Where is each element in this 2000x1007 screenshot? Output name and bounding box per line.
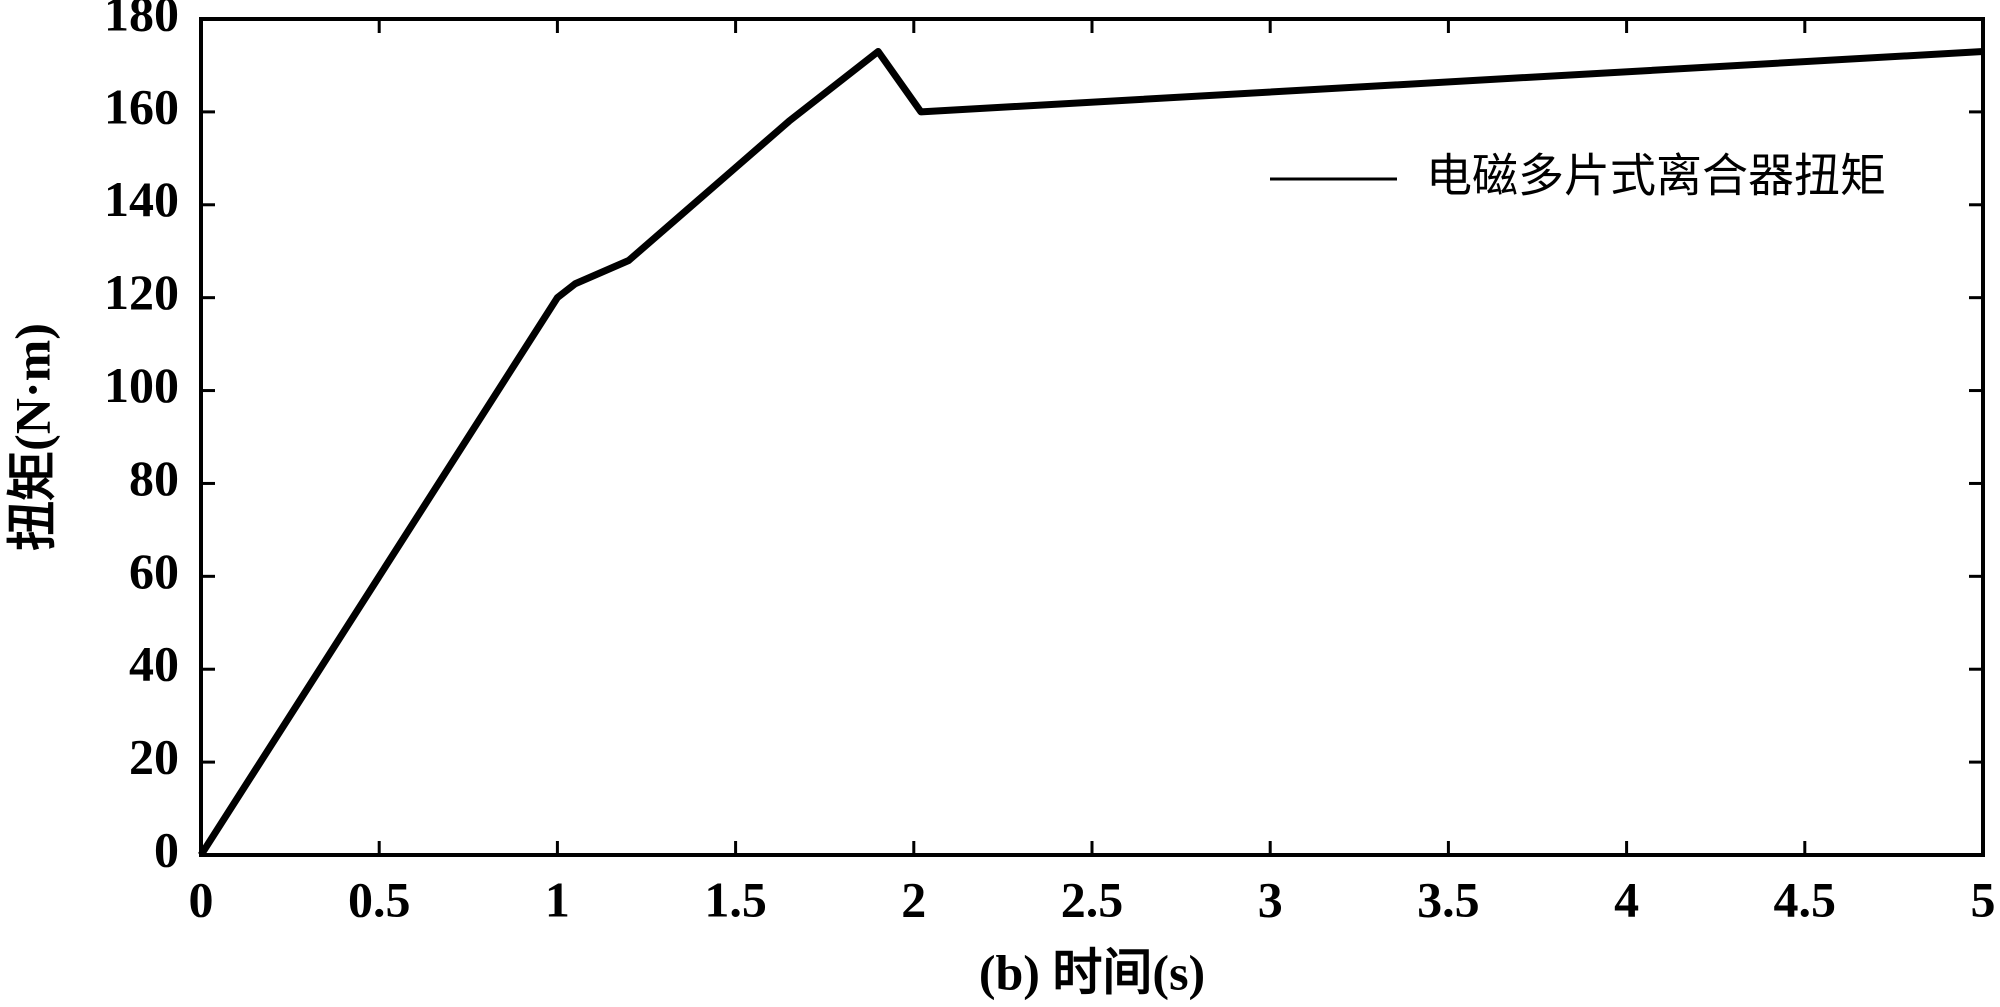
y-axis-title: 扭矩(N·m) (4, 323, 60, 551)
x-tick-label: 1.5 (704, 871, 767, 927)
x-tick-label: 3.5 (1417, 871, 1480, 927)
y-tick-label: 100 (104, 357, 179, 413)
x-tick-label: 5 (1971, 871, 1996, 927)
legend-label: 电磁多片式离合器扭矩 (1426, 149, 1886, 203)
x-tick-label: 0.5 (348, 871, 411, 927)
y-tick-label: 40 (129, 636, 179, 692)
x-tick-label: 0 (189, 871, 214, 927)
x-tick-label: 3 (1258, 871, 1283, 927)
y-tick-label: 160 (104, 78, 179, 134)
y-tick-label: 20 (129, 729, 179, 785)
x-axis-title: (b) 时间(s) (979, 944, 1205, 1000)
x-tick-label: 4 (1614, 871, 1639, 927)
y-tick-label: 60 (129, 543, 179, 599)
y-tick-label: 0 (154, 821, 179, 877)
y-tick-label: 80 (129, 450, 179, 506)
x-tick-label: 1 (545, 871, 570, 927)
x-tick-label: 2.5 (1061, 871, 1124, 927)
y-tick-label: 120 (104, 264, 179, 320)
data-line (198, 48, 1984, 857)
x-tick-label: 4.5 (1774, 871, 1837, 927)
y-tick-label: 180 (104, 0, 179, 41)
y-tick-label: 140 (104, 171, 179, 227)
x-tick-label: 2 (901, 871, 926, 927)
